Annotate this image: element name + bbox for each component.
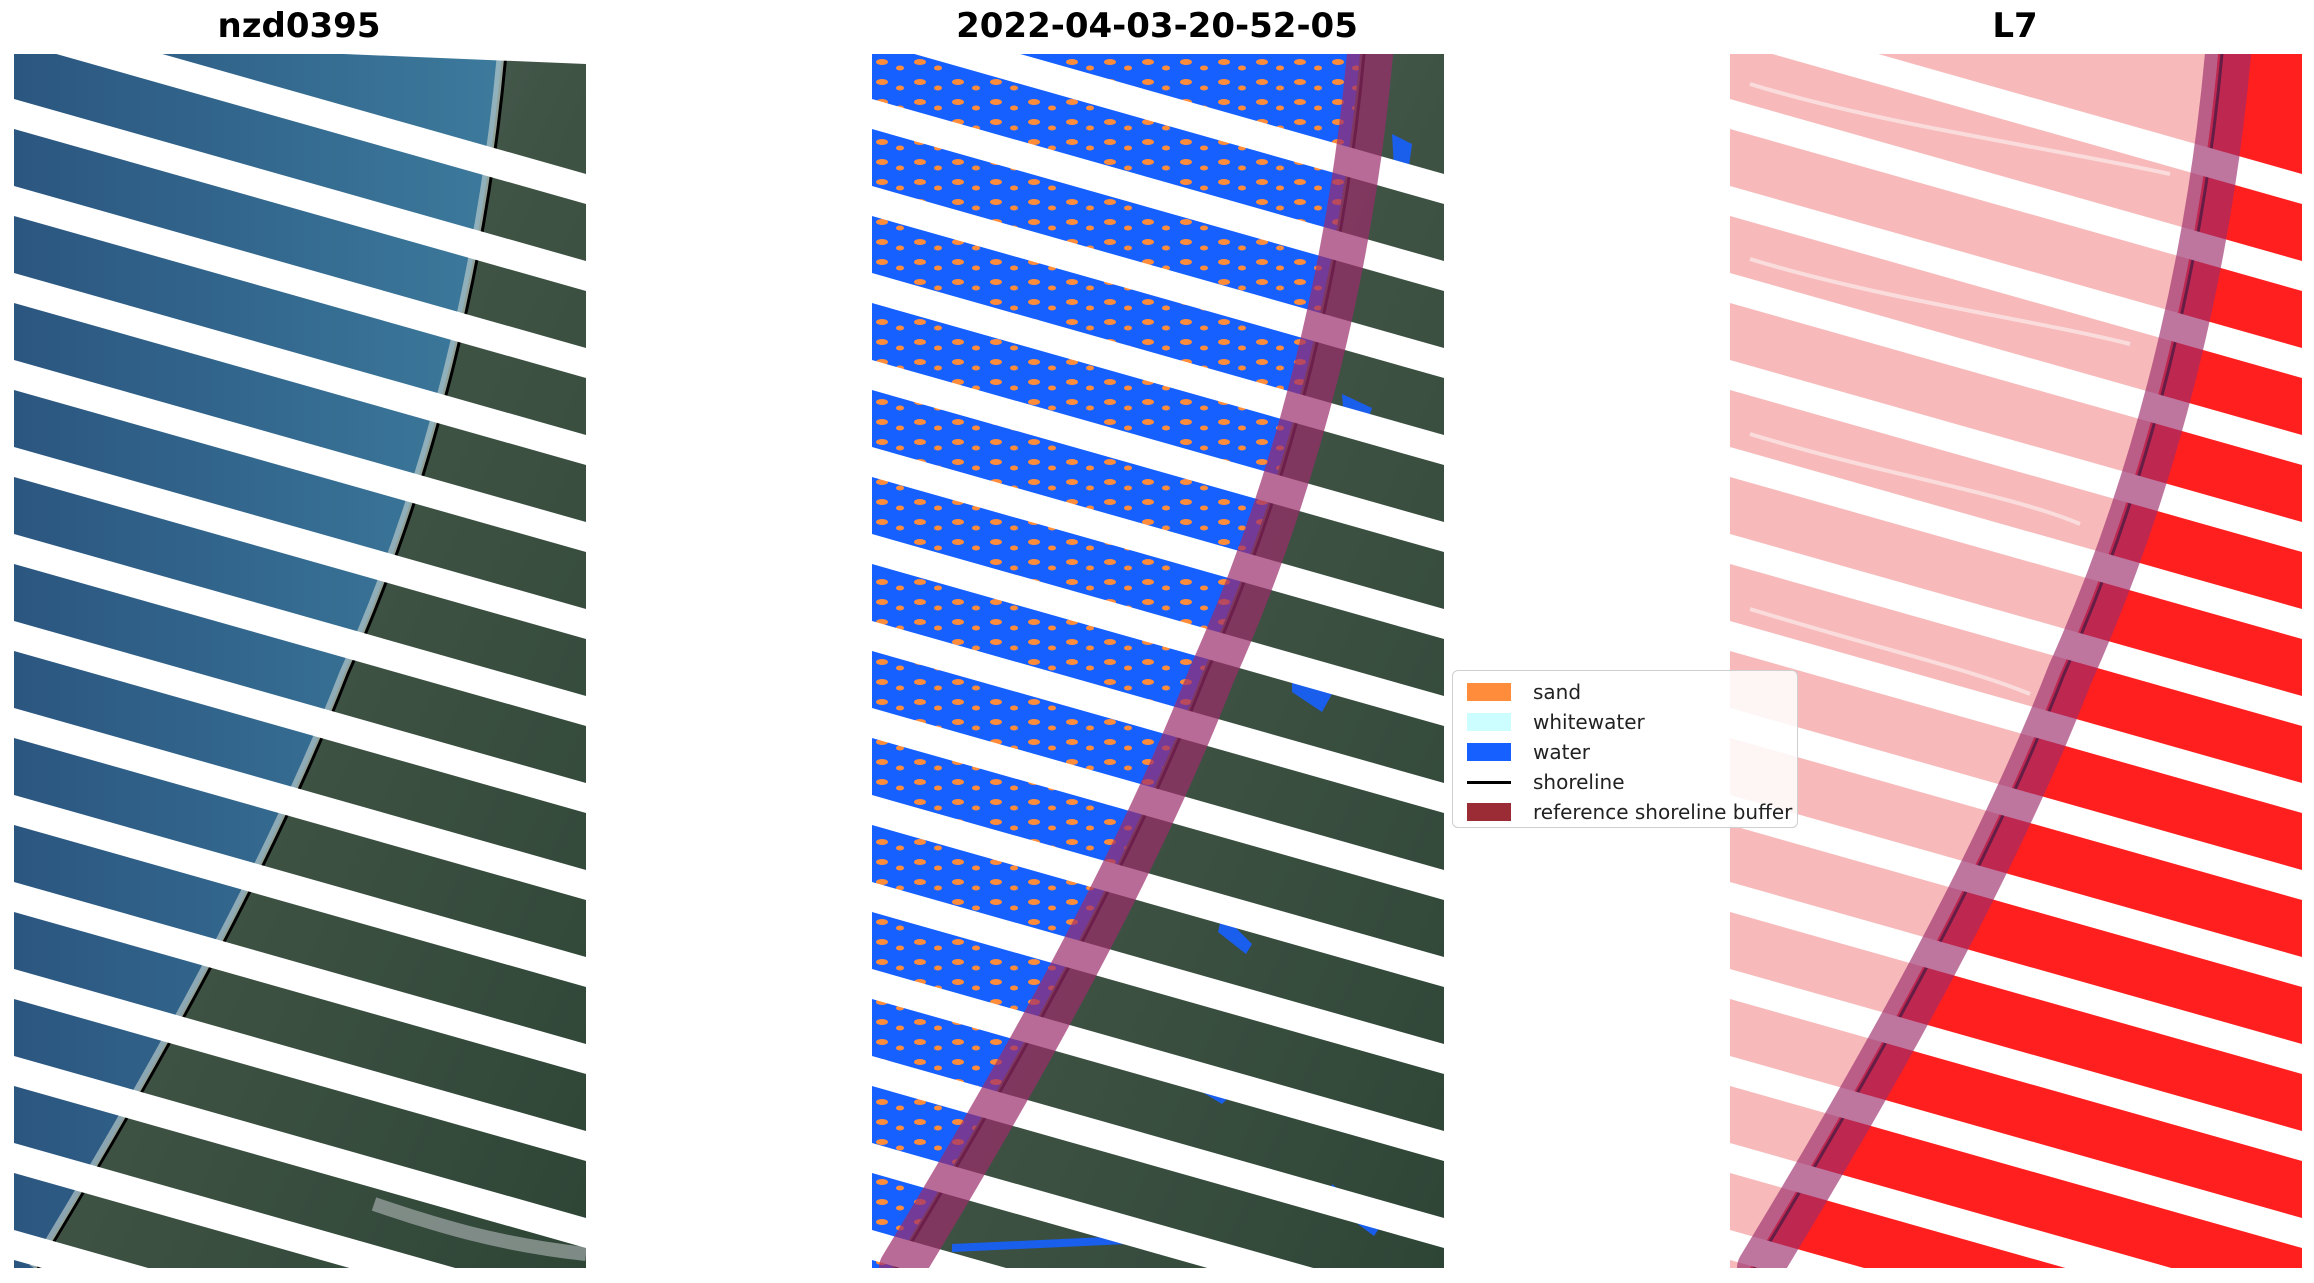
legend-label-sand: sand (1533, 680, 1582, 704)
panel-title-right: L7 (1992, 6, 2038, 46)
legend-label-shoreline: shoreline (1533, 770, 1625, 794)
shoreline-swatch (1467, 773, 1511, 791)
legend-item-shoreline: shoreline (1467, 767, 1783, 797)
panel-title-middle: 2022-04-03-20-52-05 (956, 6, 1358, 46)
legend-label-water: water (1533, 740, 1590, 764)
legend-item-whitewater: whitewater (1467, 707, 1783, 737)
legend-item-water: water (1467, 737, 1783, 767)
index-image-panel (1730, 54, 2302, 1268)
reference-shoreline-buffer (879, 54, 1393, 1268)
legend-label-whitewater: whitewater (1533, 710, 1645, 734)
legend-label-reference-buffer: reference shoreline buffer (1533, 800, 1793, 824)
legend: sand whitewater water shoreline referenc… (1452, 670, 1798, 828)
classified-image-panel (872, 54, 1444, 1268)
legend-item-reference-buffer: reference shoreline buffer (1467, 797, 1792, 827)
sand-swatch (1467, 683, 1511, 701)
legend-item-sand: sand (1467, 677, 1783, 707)
reference-shoreline-buffer-right (1737, 54, 2251, 1268)
rgb-image-panel (14, 54, 586, 1268)
reference-buffer-swatch (1467, 803, 1511, 821)
whitewater-swatch (1467, 713, 1511, 731)
panel-title-left: nzd0395 (217, 6, 381, 46)
water-swatch (1467, 743, 1511, 761)
